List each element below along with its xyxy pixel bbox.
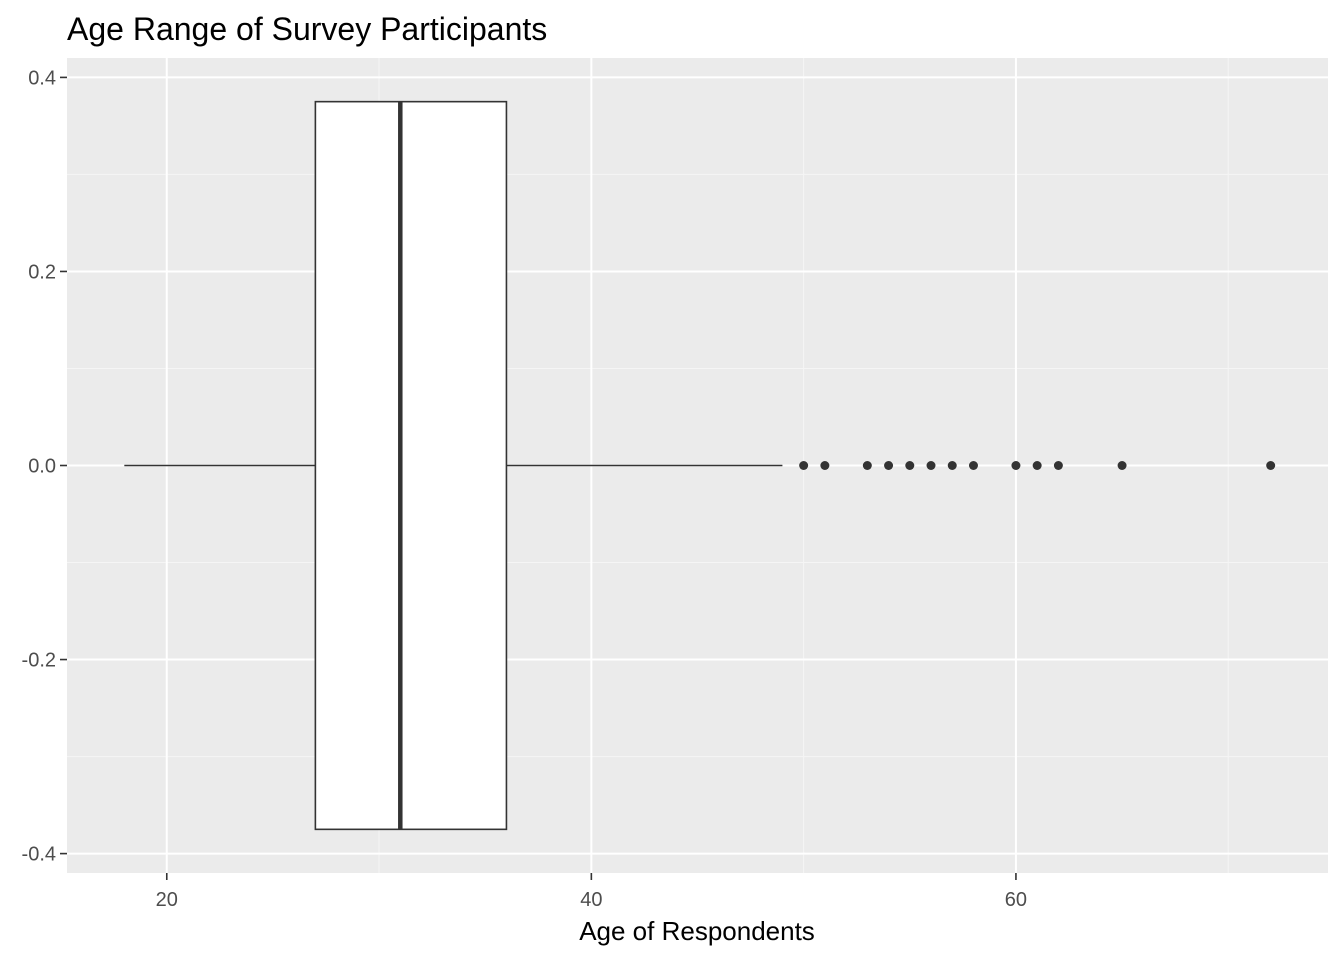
chart-title: Age Range of Survey Participants [67, 11, 547, 47]
outlier-point [1053, 461, 1063, 470]
outlier-point [862, 461, 872, 470]
x-tick-label: 20 [156, 889, 178, 911]
x-tick-label: 60 [1005, 889, 1027, 911]
outlier-point [1117, 461, 1127, 470]
outlier-point [968, 461, 978, 470]
x-axis-label: Age of Respondents [579, 916, 815, 946]
outlier-point [820, 461, 830, 470]
y-tick-label: 0.0 [28, 456, 56, 478]
outlier-point [1266, 461, 1276, 470]
outlier-point [1011, 461, 1021, 470]
outlier-point [905, 461, 915, 470]
x-tick-label: 40 [580, 889, 602, 911]
axes: 20 40 60 -0.4 -0.2 0.0 0.2 0.4 [22, 67, 1028, 911]
outlier-point [884, 461, 894, 470]
outlier-point [1032, 461, 1042, 470]
boxplot-marks [124, 100, 1276, 831]
y-tick-label: 0.4 [28, 67, 56, 89]
outlier-point [926, 461, 936, 470]
y-tick-label: -0.2 [22, 650, 56, 672]
y-tick-label: 0.2 [28, 261, 56, 283]
outlier-point [799, 461, 809, 470]
iqr-box [314, 100, 508, 831]
y-tick-label: -0.4 [22, 844, 56, 866]
outlier-point [947, 461, 957, 470]
